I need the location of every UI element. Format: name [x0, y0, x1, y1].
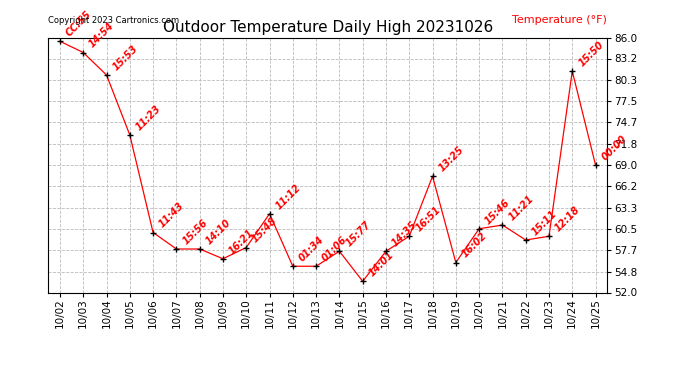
Text: 01:06: 01:06 — [320, 235, 349, 264]
Text: 14:54: 14:54 — [88, 21, 117, 50]
Text: 14:01: 14:01 — [367, 250, 396, 279]
Text: 15:48: 15:48 — [250, 216, 279, 245]
Text: 15:46: 15:46 — [483, 197, 512, 226]
Text: CC:55: CC:55 — [64, 9, 94, 39]
Text: 16:02: 16:02 — [460, 231, 489, 260]
Text: 14:35: 14:35 — [390, 220, 419, 249]
Text: 11:23: 11:23 — [134, 104, 163, 132]
Text: 11:43: 11:43 — [157, 201, 186, 230]
Text: 11:21: 11:21 — [506, 194, 535, 222]
Text: 16:51: 16:51 — [413, 205, 442, 234]
Text: 00:00: 00:00 — [600, 134, 629, 162]
Text: 14:10: 14:10 — [204, 217, 233, 246]
Text: 11:12: 11:12 — [274, 182, 303, 211]
Title: Outdoor Temperature Daily High 20231026: Outdoor Temperature Daily High 20231026 — [163, 20, 493, 35]
Text: 16:21: 16:21 — [227, 227, 256, 256]
Text: 15:50: 15:50 — [576, 40, 605, 69]
Text: 13:25: 13:25 — [437, 145, 466, 174]
Text: Temperature (°F): Temperature (°F) — [512, 15, 607, 25]
Text: 15:77: 15:77 — [344, 220, 373, 249]
Text: 01:34: 01:34 — [297, 235, 326, 264]
Text: 12:18: 12:18 — [553, 205, 582, 234]
Text: Copyright 2023 Cartronics.com: Copyright 2023 Cartronics.com — [48, 16, 179, 25]
Text: 15:53: 15:53 — [110, 44, 139, 72]
Text: 15:11: 15:11 — [530, 209, 559, 237]
Text: 15:56: 15:56 — [181, 217, 210, 246]
